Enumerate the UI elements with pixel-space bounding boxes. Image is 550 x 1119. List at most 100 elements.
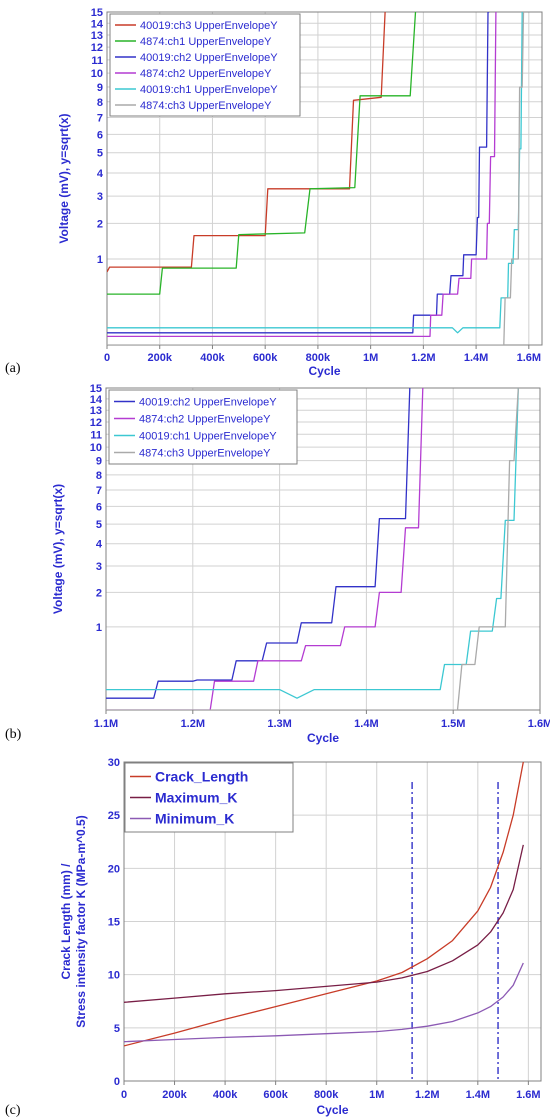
legend-entry-3: Minimum_K [155,811,234,827]
panel-label: (c) [5,1103,21,1118]
legend-entry-2: 4874:ch2 UpperEnvelopeY [139,414,271,426]
y-tick-label: 30 [108,757,120,769]
x-tick-label: 1.4M [466,1089,490,1101]
x-tick-label: 800k [306,352,331,364]
series-line-6 [107,12,525,345]
y-tick-label: 3 [96,561,102,573]
y-tick-label: 10 [90,442,102,454]
y-tick-label: 1 [97,254,103,266]
x-tick-label: 1.2M [415,1089,439,1101]
x-tick-label: 1.6M [517,352,541,364]
chart-c: 0 5 10 15 20 25 30 0 200k 400k 600k 800k 1M 1.2M 1.4M 1… [5,757,542,1118]
y-tick-label: 5 [97,148,103,160]
x-tick-label: 1.2M [181,718,205,730]
x-tick-label: 0 [121,1089,127,1101]
y-tick-label: 11 [91,55,103,67]
x-axis-title: Cycle [307,731,339,745]
x-tick-label: 800k [314,1089,339,1101]
x-axis-title: Cycle [316,1103,348,1117]
y-tick-label: 14 [90,394,103,406]
legend-entry-3: 40019:ch1 UpperEnvelopeY [139,431,277,443]
y-tick-label: 2 [97,218,103,230]
x-tick-label: 1M [363,352,378,364]
y-tick-label: 25 [108,810,120,822]
series-line-3 [124,962,524,1043]
legend-entry-1: 40019:ch2 UpperEnvelopeY [139,397,277,409]
legend-entry-6: 4874:ch3 UpperEnvelopeY [140,100,272,112]
legend-entry-4: 4874:ch3 UpperEnvelopeY [139,448,271,460]
legend-entry-5: 40019:ch1 UpperEnvelopeY [140,84,278,96]
y-tick-label: 15 [90,383,102,395]
y-tick-label: 15 [108,917,120,929]
series-line-1 [106,388,411,699]
x-tick-label: 600k [263,1089,288,1101]
series-line-2 [107,12,417,295]
series-line-1 [107,12,386,273]
x-tick-label: 1.6M [516,1089,540,1101]
series-line-3 [106,388,519,699]
legend-box [108,389,298,465]
legend-entry-1: Crack_Length [155,769,248,785]
y-tick-label: 9 [97,82,103,94]
y-tick-label: 20 [108,863,120,875]
y-tick-label: 10 [91,68,103,80]
y-tick-label: 7 [96,485,102,497]
y-tick-label: 12 [91,42,103,54]
x-tick-label: 1.6M [528,718,550,730]
y-tick-label: 13 [91,30,103,42]
y-axis-title: Voltage (mV), y=sqrt(x) [51,484,65,614]
y-tick-label: 13 [90,405,102,417]
y-tick-label: 15 [91,7,103,19]
y-tick-label: 12 [90,417,102,429]
y-tick-label: 1 [96,622,102,634]
x-tick-label: 1.3M [267,718,291,730]
y-tick-label: 6 [97,129,103,141]
x-tick-label: 1M [369,1089,384,1101]
y-tick-label: 8 [96,470,102,482]
x-axis-title: Cycle [308,364,340,378]
legend-entry-2: Maximum_K [155,790,237,806]
y-tick-label: 7 [97,113,103,125]
series-line-4 [107,12,497,338]
series-line-4 [106,388,519,710]
x-tick-label: 1.5M [441,718,465,730]
series-line-3 [107,12,490,334]
y-tick-label: 2 [96,587,102,599]
legend-box [124,762,294,833]
y-tick-label: 4 [96,539,103,551]
x-tick-label: 1.4M [464,352,488,364]
series-group [106,388,519,710]
x-tick-label: 1.1M [94,718,118,730]
x-tick-label: 0 [104,352,110,364]
x-tick-label: 200k [162,1089,187,1101]
legend-box [109,13,301,117]
plot-frame [123,761,542,1082]
legend-entry-1: 40019:ch3 UpperEnvelopeY [140,20,278,32]
legend-entry-3: 40019:ch2 UpperEnvelopeY [140,52,278,64]
y-tick-label: 6 [96,501,102,513]
y-tick-label: 5 [96,519,102,531]
x-tick-label: 200k [147,352,172,364]
y-tick-label: 0 [114,1076,120,1088]
y-tick-label: 14 [91,18,104,30]
x-tick-label: 600k [253,352,278,364]
y-axis-title-line-1: Crack Length (mm) / [59,863,73,980]
panel-label: (a) [5,361,21,376]
series-group [107,12,525,345]
y-tick-label: 4 [97,168,104,180]
series-group [124,762,524,1081]
series-line-1 [124,762,524,1047]
x-tick-label: 400k [213,1089,238,1101]
series-line-2 [124,844,524,1003]
y-tick-label: 11 [90,429,102,441]
y-tick-label: 8 [97,97,103,109]
y-axis-title-line-2: Stress intensity factor K (MPa-m^0.5) [74,815,88,1027]
y-tick-label: 10 [108,970,120,982]
legend-entry-4: 4874:ch2 UpperEnvelopeY [140,68,272,80]
panel-label: (b) [5,727,22,742]
x-tick-label: 1.4M [354,718,378,730]
x-tick-label: 1.2M [411,352,435,364]
